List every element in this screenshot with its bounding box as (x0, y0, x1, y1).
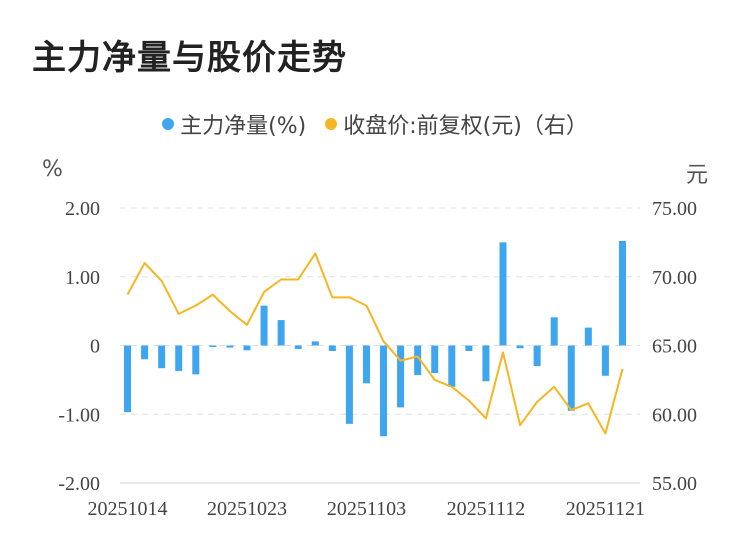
bar (192, 345, 200, 375)
bar (482, 345, 490, 382)
right-axis-unit: 元 (686, 163, 709, 188)
bar (294, 345, 302, 349)
bar (226, 345, 234, 348)
legend-label-price: 收盘价:前复权(元)（右） (343, 114, 588, 139)
bar (499, 242, 507, 346)
bar (414, 345, 422, 376)
bar (567, 345, 575, 411)
legend-item-net[interactable]: 主力净量(%) (162, 108, 306, 140)
bar (175, 345, 183, 371)
y-left-tick-label: -2.00 (58, 473, 100, 495)
y-left-tick-label: 0 (90, 336, 100, 358)
bar (550, 317, 558, 346)
x-tick-label: 20251023 (207, 498, 287, 520)
bar (601, 345, 609, 376)
chart-title: 主力净量与股价走势 (32, 38, 347, 78)
chart-legend: 主力净量(%) 收盘价:前复权(元)（右） (0, 108, 750, 140)
bar (158, 345, 166, 369)
bar (328, 345, 336, 351)
bar (260, 305, 268, 346)
bar (362, 345, 370, 384)
bar (618, 241, 626, 346)
bar (431, 345, 439, 373)
y-left-tick-label: -1.00 (58, 404, 100, 426)
bar (380, 345, 388, 437)
x-tick-label: 20251112 (447, 498, 526, 520)
bar (124, 345, 132, 413)
y-right-tick-label: 70.00 (652, 267, 697, 289)
x-tick-label: 20251103 (327, 498, 406, 520)
y-left-tick-label: 1.00 (65, 267, 100, 289)
bar (516, 345, 524, 349)
bar (209, 345, 217, 347)
legend-marker-price (325, 118, 338, 130)
y-right-tick-label: 55.00 (652, 473, 697, 495)
legend-label-net: 主力净量(%) (180, 114, 307, 139)
price-line (126, 252, 624, 435)
bar (141, 345, 149, 360)
left-axis-unit: % (42, 157, 63, 182)
x-tick-label: 20251014 (88, 498, 168, 520)
y-right-tick-label: 65.00 (652, 336, 697, 358)
bar (448, 345, 456, 387)
bar (277, 320, 285, 346)
y-left-tick-label: 2.00 (65, 198, 100, 220)
bar (397, 345, 405, 408)
bar (345, 345, 353, 424)
x-tick-label: 20251121 (566, 498, 645, 520)
bar (584, 327, 592, 346)
bar (465, 345, 473, 351)
bar (243, 345, 251, 351)
legend-item-price[interactable]: 收盘价:前复权(元)（右） (325, 108, 588, 140)
legend-marker-net (162, 118, 175, 130)
bar (311, 341, 319, 346)
y-right-tick-label: 75.00 (652, 198, 697, 220)
y-right-tick-label: 60.00 (652, 404, 697, 426)
bar (533, 345, 541, 367)
